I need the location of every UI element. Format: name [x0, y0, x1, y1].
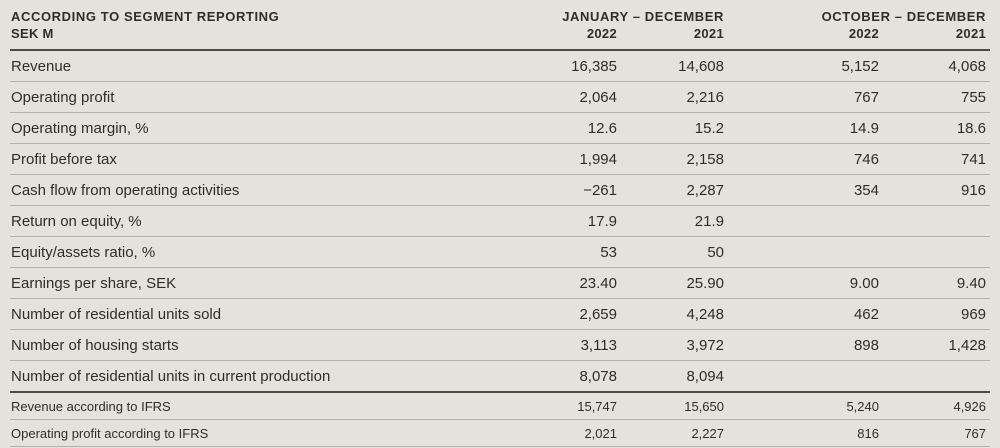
cell-value: 916 — [893, 174, 991, 206]
cell-value: 22.70 — [460, 446, 631, 448]
cell-value: 2,064 — [460, 81, 631, 113]
cell-value: 8,094 — [631, 360, 738, 393]
cell-value: 15,650 — [631, 392, 738, 420]
cell-value: 2,021 — [460, 419, 631, 447]
cell-value — [738, 236, 893, 268]
row-label: Number of residential units sold — [10, 298, 460, 330]
row-label: Number of residential units in current p… — [10, 360, 460, 393]
cell-value: 15.2 — [631, 112, 738, 144]
row-label: Revenue — [10, 50, 460, 82]
cell-value: −261 — [460, 174, 631, 206]
cell-value: 21.9 — [631, 205, 738, 237]
table-row-operating-profit: Operating profit 2,064 2,216 767 755 — [10, 81, 991, 113]
table-row-earnings-per-share-ifrs: Earnings per share according to IFRS, SE… — [10, 446, 991, 448]
cell-value: 746 — [738, 143, 893, 175]
table-row-profit-before-tax: Profit before tax 1,994 2,158 746 741 — [10, 143, 991, 175]
cell-value: 4,248 — [631, 298, 738, 330]
cell-value: 53 — [460, 236, 631, 268]
cell-value: 741 — [893, 143, 991, 175]
cell-value: 3,972 — [631, 329, 738, 361]
cell-value: 3,113 — [460, 329, 631, 361]
cell-value: 23.40 — [460, 267, 631, 299]
row-label: Return on equity, % — [10, 205, 460, 237]
table-row-operating-margin: Operating margin, % 12.6 15.2 14.9 18.6 — [10, 112, 991, 144]
row-label: Earnings per share, SEK — [10, 267, 460, 299]
cell-value: 5,152 — [738, 50, 893, 82]
year-header-oct-dec-2022: 2022 — [738, 25, 893, 51]
cell-value: 969 — [893, 298, 991, 330]
cell-value: 816 — [738, 419, 893, 447]
table-row-housing-starts: Number of housing starts 3,113 3,972 898… — [10, 329, 991, 361]
table-row-earnings-per-share: Earnings per share, SEK 23.40 25.90 9.00… — [10, 267, 991, 299]
cell-value: 2,287 — [631, 174, 738, 206]
table-row-cash-flow: Cash flow from operating activities −261… — [10, 174, 991, 206]
row-label: Number of housing starts — [10, 329, 460, 361]
cell-value: 1,428 — [893, 329, 991, 361]
table-row-return-on-equity: Return on equity, % 17.9 21.9 — [10, 205, 991, 237]
year-header-jan-dec-2022: 2022 — [460, 25, 631, 51]
cell-value: 2,216 — [631, 81, 738, 113]
cell-value: 4,926 — [893, 392, 991, 420]
row-label: Cash flow from operating activities — [10, 174, 460, 206]
cell-value: 18.6 — [893, 112, 991, 144]
cell-value: 9.60 — [738, 446, 893, 448]
cell-value: 354 — [738, 174, 893, 206]
cell-value: 9.00 — [738, 267, 893, 299]
table-title: ACCORDING TO SEGMENT REPORTING — [11, 9, 280, 24]
cell-value: 755 — [893, 81, 991, 113]
table-header-group-row: ACCORDING TO SEGMENT REPORTING JANUARY –… — [10, 0, 990, 25]
cell-value — [893, 236, 991, 268]
cell-value: 12.6 — [460, 112, 631, 144]
cell-value — [893, 360, 991, 393]
table-row-revenue-ifrs: Revenue according to IFRS 15,747 15,650 … — [10, 392, 991, 420]
row-label: Operating profit — [10, 81, 460, 113]
cell-value: 9.40 — [893, 267, 991, 299]
table-row-equity-assets-ratio: Equity/assets ratio, % 53 50 — [10, 236, 991, 268]
cell-value: 2,227 — [631, 419, 738, 447]
row-label: Earnings per share according to IFRS, SE… — [10, 446, 460, 448]
cell-value: 1,994 — [460, 143, 631, 175]
cell-value: 2,659 — [460, 298, 631, 330]
cell-value: 767 — [738, 81, 893, 113]
cell-value: 17.9 — [460, 205, 631, 237]
cell-value: 16,385 — [460, 50, 631, 82]
cell-value: 26.00 — [631, 446, 738, 448]
cell-value — [738, 360, 893, 393]
cell-value: 5,240 — [738, 392, 893, 420]
cell-value — [893, 205, 991, 237]
cell-value: 767 — [893, 419, 991, 447]
table-row-operating-profit-ifrs: Operating profit according to IFRS 2,021… — [10, 419, 991, 447]
year-header-jan-dec-2021: 2021 — [631, 25, 738, 51]
column-group-oct-dec: OCTOBER – DECEMBER — [821, 9, 987, 24]
cell-value: 50 — [631, 236, 738, 268]
cell-value: 8,078 — [460, 360, 631, 393]
cell-value — [738, 205, 893, 237]
table-header-year-row: SEK M 2022 2021 2022 2021 — [10, 25, 991, 51]
cell-value: 2,158 — [631, 143, 738, 175]
table-row-units-sold: Number of residential units sold 2,659 4… — [10, 298, 991, 330]
unit-label: SEK M — [10, 25, 460, 51]
row-label: Revenue according to IFRS — [10, 392, 460, 420]
row-label: Operating profit according to IFRS — [10, 419, 460, 447]
cell-value: 462 — [738, 298, 893, 330]
row-label: Profit before tax — [10, 143, 460, 175]
cell-value: 14.9 — [738, 112, 893, 144]
column-group-jan-dec: JANUARY – DECEMBER — [562, 9, 724, 24]
cell-value: 15,747 — [460, 392, 631, 420]
table-row-revenue: Revenue 16,385 14,608 5,152 4,068 — [10, 50, 991, 82]
cell-value: 4,068 — [893, 50, 991, 82]
cell-value: 14,608 — [631, 50, 738, 82]
row-label: Operating margin, % — [10, 112, 460, 144]
row-label: Equity/assets ratio, % — [10, 236, 460, 268]
cell-value: 9.70 — [893, 446, 991, 448]
cell-value: 898 — [738, 329, 893, 361]
year-header-oct-dec-2021: 2021 — [893, 25, 991, 51]
table-row-units-in-production: Number of residential units in current p… — [10, 360, 991, 393]
segment-reporting-table: ACCORDING TO SEGMENT REPORTING JANUARY –… — [10, 0, 991, 448]
cell-value: 25.90 — [631, 267, 738, 299]
